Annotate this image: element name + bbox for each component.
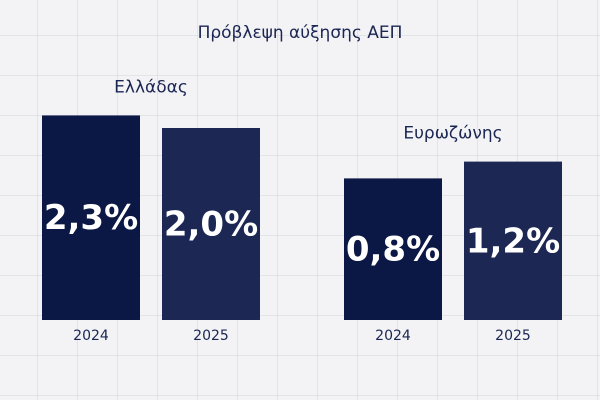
bar xyxy=(464,161,562,320)
value-label: 0,8% xyxy=(346,230,440,270)
x-tick-label: 2024 xyxy=(375,328,411,344)
group-label: Ελλάδας xyxy=(114,77,188,97)
bar xyxy=(162,128,260,320)
x-tick-label: 2025 xyxy=(495,328,531,344)
x-tick-label: 2024 xyxy=(73,328,109,344)
bar xyxy=(344,178,442,320)
value-label: 2,0% xyxy=(164,205,258,245)
value-label: 2,3% xyxy=(44,198,138,238)
chart-title: Πρόβλεψη αύξησης ΑΕΠ xyxy=(198,23,403,43)
group-label: Ευρωζώνης xyxy=(403,124,502,144)
value-label: 1,2% xyxy=(466,221,560,261)
x-tick-label: 2025 xyxy=(193,328,229,344)
bar xyxy=(42,115,140,321)
